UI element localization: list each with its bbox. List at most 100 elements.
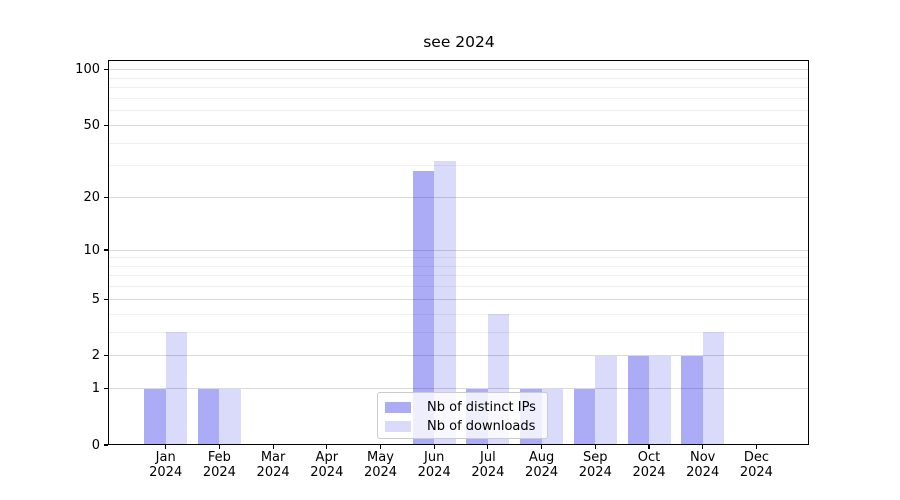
y-tick-mark xyxy=(104,69,108,71)
x-tick-year: 2024 xyxy=(363,464,398,480)
y-tick-mark xyxy=(104,444,108,446)
y-tick-label: 20 xyxy=(83,190,100,205)
minor-gridline xyxy=(108,275,809,277)
x-tick-year: 2024 xyxy=(525,464,559,480)
x-tick-label: Sep 2024 xyxy=(555,450,635,480)
legend-swatch-downloads-icon xyxy=(385,421,411,432)
legend-swatch-distinct-ips-icon xyxy=(385,402,411,413)
x-tick-month: Apr xyxy=(315,450,339,465)
x-tick-mark xyxy=(165,445,167,449)
y-tick-mark xyxy=(104,298,108,300)
legend-item-downloads: Nb of downloads xyxy=(385,418,539,435)
x-tick-month: Oct xyxy=(637,450,661,465)
x-tick-month: Feb xyxy=(207,450,231,465)
legend-item-distinct-ips: Nb of distinct IPs xyxy=(385,399,539,416)
minor-gridline xyxy=(108,165,809,167)
y-tick-label: 1 xyxy=(91,381,100,397)
minor-gridline xyxy=(108,77,809,79)
x-tick-month: Jul xyxy=(480,450,496,465)
y-tick-label: 100 xyxy=(75,62,100,78)
minor-gridline xyxy=(108,331,809,333)
x-tick-month: Jan xyxy=(155,450,176,465)
x-tick-mark xyxy=(755,445,757,449)
x-tick-label: Jul 2024 xyxy=(448,450,528,480)
major-gridline xyxy=(108,355,809,357)
x-tick-label: Aug 2024 xyxy=(502,450,582,480)
x-tick-label: Dec 2024 xyxy=(716,450,796,480)
x-tick-month: Nov xyxy=(690,450,716,465)
x-tick-month: Mar xyxy=(260,450,286,465)
x-tick-label: Nov 2024 xyxy=(663,450,743,480)
x-tick-year: 2024 xyxy=(471,464,505,480)
x-tick-mark xyxy=(218,445,220,449)
x-tick-month: Jun xyxy=(424,450,445,465)
legend-label-distinct-ips: Nb of distinct IPs xyxy=(427,400,536,415)
y-tick-label: 2 xyxy=(91,348,100,364)
bar-jun-downloads xyxy=(434,160,456,445)
bar-oct-downloads xyxy=(649,355,671,445)
minor-gridline xyxy=(108,286,809,288)
bar-jan-downloads xyxy=(165,332,188,445)
x-tick-month: May xyxy=(367,450,394,465)
x-tick-mark xyxy=(379,445,382,449)
x-tick-label: Jun 2024 xyxy=(394,450,474,480)
minor-gridline xyxy=(108,257,809,259)
y-tick-label: 0 xyxy=(91,437,100,453)
major-gridline xyxy=(108,249,809,251)
bar-nov-downloads xyxy=(702,332,725,445)
x-tick-year: 2024 xyxy=(739,464,773,480)
y-tick-label: 50 xyxy=(83,117,100,133)
bar-jan-distinct-ips xyxy=(144,388,166,445)
y-tick-label: 5 xyxy=(91,291,100,307)
major-gridline xyxy=(108,197,809,198)
x-tick-label: May 2024 xyxy=(341,450,421,480)
x-tick-label: Oct 2024 xyxy=(609,450,689,480)
bar-feb-downloads xyxy=(219,388,241,445)
y-tick-mark xyxy=(104,249,108,251)
legend: Nb of distinct IPs Nb of downloads xyxy=(377,392,548,439)
major-gridline xyxy=(108,69,809,71)
x-tick-mark xyxy=(594,445,596,449)
x-tick-mark xyxy=(433,445,435,449)
bar-jun-distinct-ips xyxy=(412,171,435,445)
bar-feb-distinct-ips xyxy=(197,388,220,445)
x-tick-month: Aug xyxy=(528,450,555,465)
x-tick-month: Sep xyxy=(583,450,608,465)
x-tick-label: Jan 2024 xyxy=(126,450,206,480)
x-tick-label: Feb 2024 xyxy=(179,450,259,480)
minor-gridline xyxy=(108,97,809,99)
x-tick-year: 2024 xyxy=(578,464,612,480)
x-tick-mark xyxy=(702,445,704,449)
x-tick-year: 2024 xyxy=(310,464,344,480)
chart-title: see 2024 xyxy=(423,33,495,51)
x-tick-label: Mar 2024 xyxy=(233,450,313,480)
legend-label-downloads: Nb of downloads xyxy=(427,419,536,434)
y-tick-mark xyxy=(104,196,108,199)
y-tick-label: 10 xyxy=(83,242,100,258)
bar-sep-distinct-ips xyxy=(573,388,596,445)
major-gridline xyxy=(108,124,809,126)
x-tick-year: 2024 xyxy=(686,464,720,480)
x-tick-mark xyxy=(541,445,543,449)
y-tick-mark xyxy=(104,355,108,357)
bar-oct-distinct-ips xyxy=(627,355,649,445)
major-gridline xyxy=(108,298,809,300)
bar-nov-distinct-ips xyxy=(681,355,703,445)
x-tick-year: 2024 xyxy=(417,464,451,480)
minor-gridline xyxy=(108,110,809,112)
x-tick-mark xyxy=(487,445,489,449)
y-tick-mark xyxy=(104,388,108,390)
bar-sep-downloads xyxy=(595,355,617,445)
y-tick-mark xyxy=(104,124,108,126)
minor-gridline xyxy=(108,265,809,267)
minor-gridline xyxy=(108,313,809,315)
x-tick-mark xyxy=(648,445,650,449)
minor-gridline xyxy=(108,142,809,144)
x-tick-label: Apr 2024 xyxy=(287,450,367,480)
major-gridline xyxy=(108,388,809,390)
minor-gridline xyxy=(108,87,809,89)
x-tick-month: Dec xyxy=(743,450,769,465)
x-tick-year: 2024 xyxy=(202,464,236,480)
x-tick-year: 2024 xyxy=(256,464,290,480)
